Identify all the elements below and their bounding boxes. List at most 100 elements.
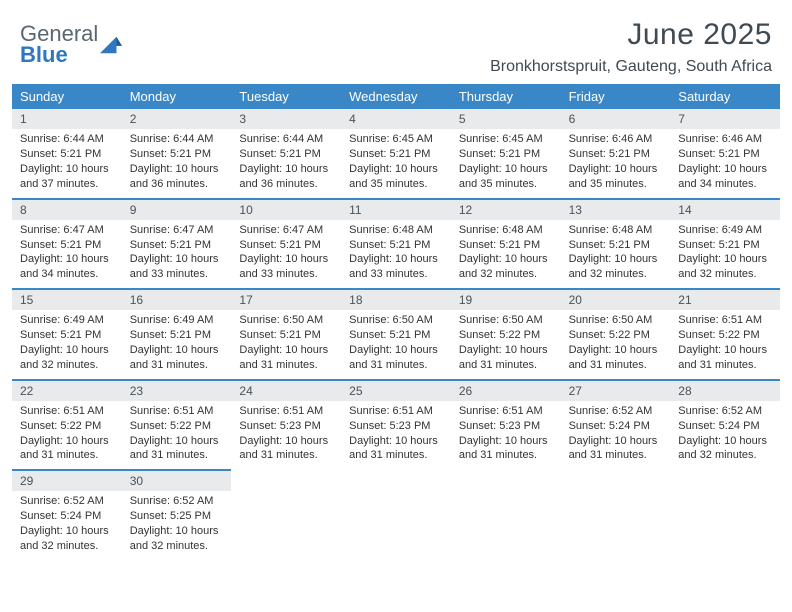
- day-body: Sunrise: 6:47 AMSunset: 5:21 PMDaylight:…: [122, 220, 232, 288]
- day-body: Sunrise: 6:44 AMSunset: 5:21 PMDaylight:…: [231, 129, 341, 197]
- dow-sunday: Sunday: [12, 84, 122, 109]
- sunrise-text: Sunrise: 6:48 AM: [459, 223, 553, 238]
- sunrise-text: Sunrise: 6:52 AM: [20, 494, 114, 509]
- day-cell: 18Sunrise: 6:50 AMSunset: 5:21 PMDayligh…: [341, 288, 451, 379]
- day-cell: 7Sunrise: 6:46 AMSunset: 5:21 PMDaylight…: [670, 109, 780, 198]
- day-cell: 5Sunrise: 6:45 AMSunset: 5:21 PMDaylight…: [451, 109, 561, 198]
- day-body: Sunrise: 6:50 AMSunset: 5:22 PMDaylight:…: [561, 310, 671, 378]
- day-number: 8: [12, 198, 122, 220]
- sunrise-text: Sunrise: 6:48 AM: [569, 223, 663, 238]
- sunrise-text: Sunrise: 6:51 AM: [20, 404, 114, 419]
- empty-cell: [451, 469, 561, 560]
- sunrise-text: Sunrise: 6:46 AM: [569, 132, 663, 147]
- day-cell: 25Sunrise: 6:51 AMSunset: 5:23 PMDayligh…: [341, 379, 451, 470]
- sunrise-text: Sunrise: 6:47 AM: [130, 223, 224, 238]
- day-number: 3: [231, 109, 341, 129]
- sunset-text: Sunset: 5:22 PM: [20, 419, 114, 434]
- day-cell: 29Sunrise: 6:52 AMSunset: 5:24 PMDayligh…: [12, 469, 122, 560]
- sunrise-text: Sunrise: 6:49 AM: [678, 223, 772, 238]
- week-row: 15Sunrise: 6:49 AMSunset: 5:21 PMDayligh…: [12, 288, 780, 379]
- day-cell: 20Sunrise: 6:50 AMSunset: 5:22 PMDayligh…: [561, 288, 671, 379]
- day-body: Sunrise: 6:45 AMSunset: 5:21 PMDaylight:…: [341, 129, 451, 197]
- dow-friday: Friday: [561, 84, 671, 109]
- day-cell: 23Sunrise: 6:51 AMSunset: 5:22 PMDayligh…: [122, 379, 232, 470]
- day-cell: 26Sunrise: 6:51 AMSunset: 5:23 PMDayligh…: [451, 379, 561, 470]
- daylight-text: Daylight: 10 hours and 35 minutes.: [459, 162, 553, 192]
- empty-cell: [341, 469, 451, 560]
- sunset-text: Sunset: 5:25 PM: [130, 509, 224, 524]
- day-body: Sunrise: 6:49 AMSunset: 5:21 PMDaylight:…: [670, 220, 780, 288]
- day-cell: 14Sunrise: 6:49 AMSunset: 5:21 PMDayligh…: [670, 198, 780, 289]
- sunset-text: Sunset: 5:21 PM: [239, 328, 333, 343]
- sunset-text: Sunset: 5:21 PM: [569, 147, 663, 162]
- sunrise-text: Sunrise: 6:51 AM: [349, 404, 443, 419]
- daylight-text: Daylight: 10 hours and 31 minutes.: [130, 434, 224, 464]
- day-number: 2: [122, 109, 232, 129]
- day-body: Sunrise: 6:46 AMSunset: 5:21 PMDaylight:…: [561, 129, 671, 197]
- calendar: Sunday Monday Tuesday Wednesday Thursday…: [12, 84, 780, 560]
- daylight-text: Daylight: 10 hours and 32 minutes.: [678, 434, 772, 464]
- day-number: 15: [12, 288, 122, 310]
- week-row: 8Sunrise: 6:47 AMSunset: 5:21 PMDaylight…: [12, 198, 780, 289]
- day-number: 23: [122, 379, 232, 401]
- daylight-text: Daylight: 10 hours and 32 minutes.: [20, 343, 114, 373]
- sunset-text: Sunset: 5:23 PM: [349, 419, 443, 434]
- day-number: 1: [12, 109, 122, 129]
- dow-saturday: Saturday: [670, 84, 780, 109]
- day-cell: 10Sunrise: 6:47 AMSunset: 5:21 PMDayligh…: [231, 198, 341, 289]
- day-body: Sunrise: 6:44 AMSunset: 5:21 PMDaylight:…: [122, 129, 232, 197]
- title-block: June 2025 Bronkhorstspruit, Gauteng, Sou…: [490, 18, 772, 76]
- page-subtitle: Bronkhorstspruit, Gauteng, South Africa: [490, 58, 772, 76]
- day-body: Sunrise: 6:49 AMSunset: 5:21 PMDaylight:…: [12, 310, 122, 378]
- daylight-text: Daylight: 10 hours and 35 minutes.: [569, 162, 663, 192]
- sunrise-text: Sunrise: 6:51 AM: [239, 404, 333, 419]
- sunset-text: Sunset: 5:21 PM: [459, 147, 553, 162]
- day-cell: 21Sunrise: 6:51 AMSunset: 5:22 PMDayligh…: [670, 288, 780, 379]
- day-body: Sunrise: 6:52 AMSunset: 5:24 PMDaylight:…: [561, 401, 671, 469]
- sunrise-text: Sunrise: 6:44 AM: [130, 132, 224, 147]
- daylight-text: Daylight: 10 hours and 33 minutes.: [130, 252, 224, 282]
- daylight-text: Daylight: 10 hours and 31 minutes.: [130, 343, 224, 373]
- day-body: Sunrise: 6:44 AMSunset: 5:21 PMDaylight:…: [12, 129, 122, 197]
- week-row: 1Sunrise: 6:44 AMSunset: 5:21 PMDaylight…: [12, 109, 780, 198]
- day-body: Sunrise: 6:48 AMSunset: 5:21 PMDaylight:…: [561, 220, 671, 288]
- day-number: 13: [561, 198, 671, 220]
- day-number: 26: [451, 379, 561, 401]
- day-body: Sunrise: 6:47 AMSunset: 5:21 PMDaylight:…: [12, 220, 122, 288]
- sunset-text: Sunset: 5:22 PM: [459, 328, 553, 343]
- day-cell: 24Sunrise: 6:51 AMSunset: 5:23 PMDayligh…: [231, 379, 341, 470]
- daylight-text: Daylight: 10 hours and 31 minutes.: [678, 343, 772, 373]
- day-number: 28: [670, 379, 780, 401]
- sunset-text: Sunset: 5:21 PM: [239, 147, 333, 162]
- day-cell: 30Sunrise: 6:52 AMSunset: 5:25 PMDayligh…: [122, 469, 232, 560]
- day-number: [231, 469, 341, 491]
- day-cell: 1Sunrise: 6:44 AMSunset: 5:21 PMDaylight…: [12, 109, 122, 198]
- day-cell: 11Sunrise: 6:48 AMSunset: 5:21 PMDayligh…: [341, 198, 451, 289]
- daylight-text: Daylight: 10 hours and 33 minutes.: [349, 252, 443, 282]
- day-body: Sunrise: 6:45 AMSunset: 5:21 PMDaylight:…: [451, 129, 561, 197]
- sunset-text: Sunset: 5:23 PM: [459, 419, 553, 434]
- weeks-container: 1Sunrise: 6:44 AMSunset: 5:21 PMDaylight…: [12, 109, 780, 560]
- day-body: Sunrise: 6:50 AMSunset: 5:21 PMDaylight:…: [231, 310, 341, 378]
- dow-row: Sunday Monday Tuesday Wednesday Thursday…: [12, 84, 780, 109]
- dow-wednesday: Wednesday: [341, 84, 451, 109]
- day-number: 29: [12, 469, 122, 491]
- logo: General Blue: [20, 18, 122, 66]
- day-number: 11: [341, 198, 451, 220]
- day-cell: 16Sunrise: 6:49 AMSunset: 5:21 PMDayligh…: [122, 288, 232, 379]
- daylight-text: Daylight: 10 hours and 32 minutes.: [130, 524, 224, 554]
- day-number: 24: [231, 379, 341, 401]
- day-body: Sunrise: 6:50 AMSunset: 5:22 PMDaylight:…: [451, 310, 561, 378]
- sunset-text: Sunset: 5:21 PM: [20, 147, 114, 162]
- daylight-text: Daylight: 10 hours and 31 minutes.: [459, 434, 553, 464]
- day-number: 21: [670, 288, 780, 310]
- day-number: 18: [341, 288, 451, 310]
- day-cell: 4Sunrise: 6:45 AMSunset: 5:21 PMDaylight…: [341, 109, 451, 198]
- day-body: Sunrise: 6:52 AMSunset: 5:25 PMDaylight:…: [122, 491, 232, 559]
- daylight-text: Daylight: 10 hours and 36 minutes.: [130, 162, 224, 192]
- day-cell: 22Sunrise: 6:51 AMSunset: 5:22 PMDayligh…: [12, 379, 122, 470]
- day-number: 6: [561, 109, 671, 129]
- day-body: Sunrise: 6:47 AMSunset: 5:21 PMDaylight:…: [231, 220, 341, 288]
- sunset-text: Sunset: 5:21 PM: [239, 238, 333, 253]
- sunrise-text: Sunrise: 6:50 AM: [239, 313, 333, 328]
